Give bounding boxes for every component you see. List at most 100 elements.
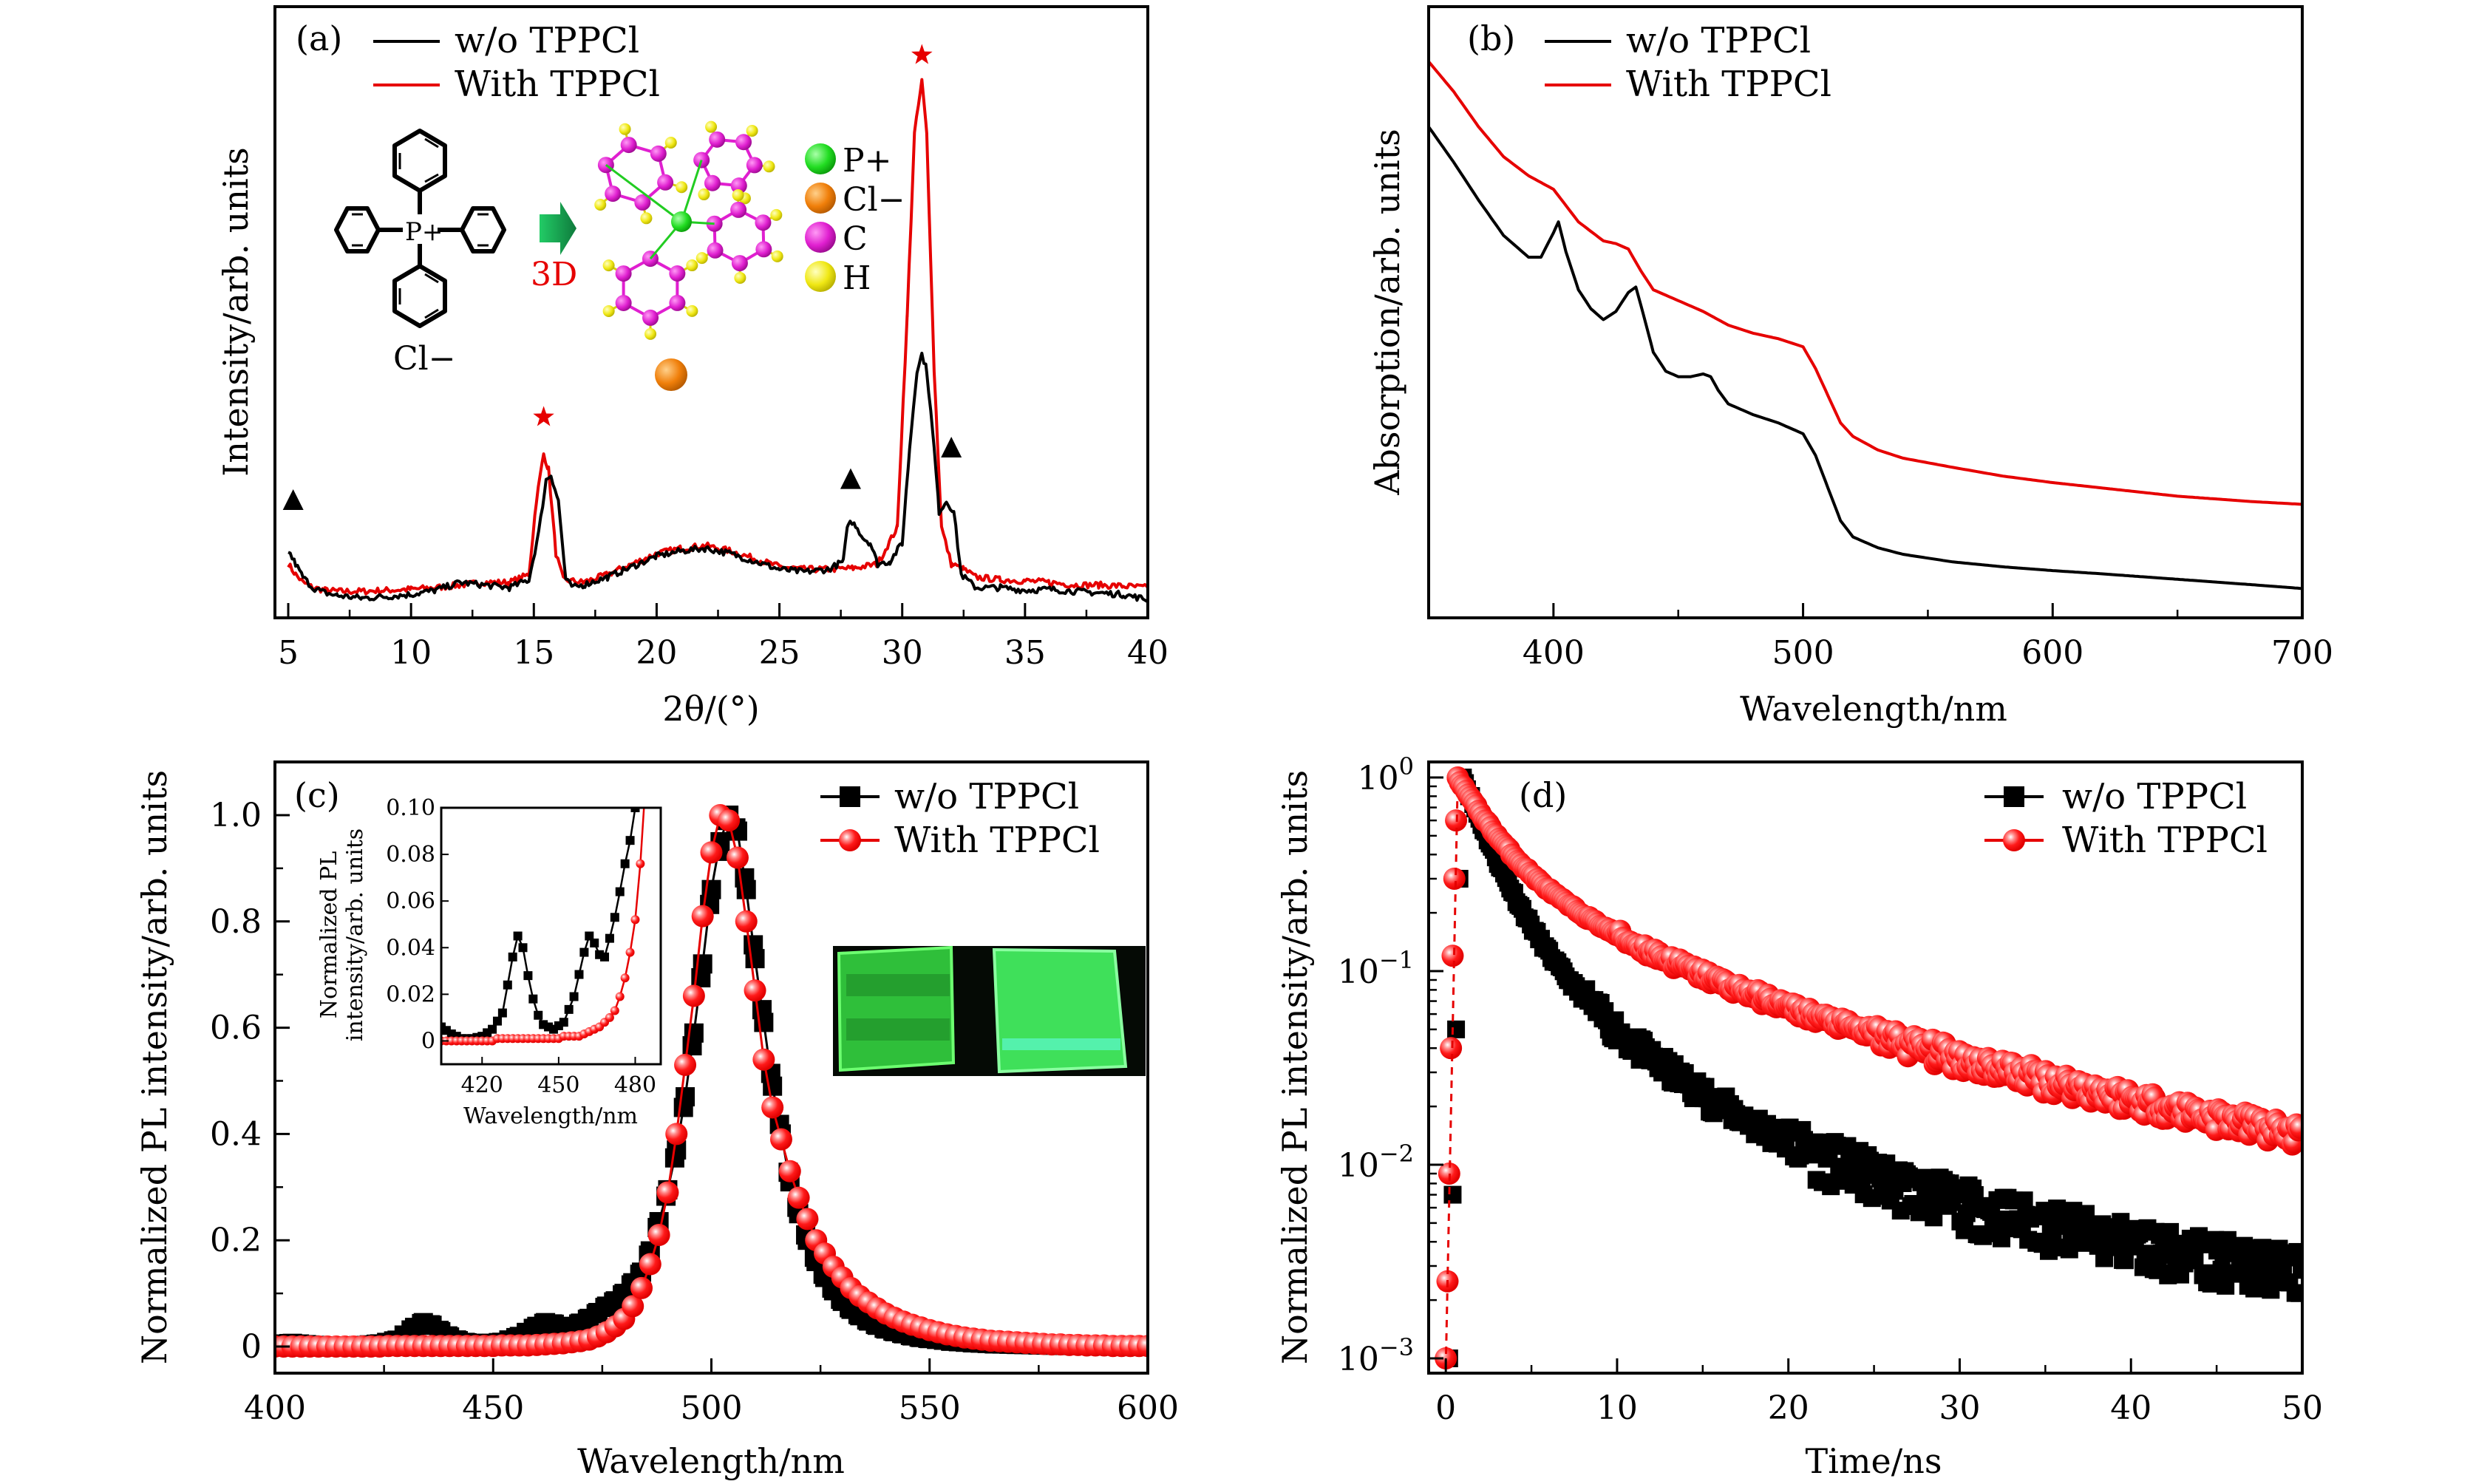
- carbon-atom: [730, 201, 747, 218]
- chloride-ion-ball: [655, 358, 687, 391]
- panel-c-inset-frame: [440, 806, 662, 1066]
- inset-x-tick-label: 450: [537, 1072, 579, 1098]
- panel-c-inset-axes: 420 450 480 0 0.02 0.04 0.06 0.08 0.10: [386, 795, 656, 1098]
- panel-c-black-marker: [736, 879, 756, 899]
- film-shadow-band: [846, 974, 950, 996]
- y-tick-label: 0.8: [210, 903, 262, 941]
- inset-black-marker: [625, 836, 635, 845]
- inset-x-tick-label: 420: [461, 1072, 503, 1098]
- carbon-atom: [707, 242, 724, 259]
- panel-d: 0 10 20 30 40 50 100 10−1 10−2 10−3 (d) w/o TPPCl…: [1275, 752, 2323, 1481]
- hydrogen-atom: [732, 189, 744, 202]
- tppcl-2d-structure: [334, 129, 506, 328]
- x-tick-label: 600: [1117, 1389, 1179, 1427]
- panel-c-inset-x-axis-title: Wavelength/nm: [463, 1103, 638, 1129]
- bond: [680, 160, 703, 222]
- hydrogen-atom: [746, 124, 758, 137]
- atom-legend-h-icon: [805, 261, 836, 292]
- film-shadow-band: [846, 1018, 950, 1041]
- carbon-atom: [615, 265, 632, 282]
- tppcl-3d-model: [594, 120, 783, 340]
- panel-d-legend-square-marker: [2004, 786, 2024, 807]
- hydrogen-atom: [771, 250, 783, 262]
- panel-c-red-marker: [622, 1295, 644, 1318]
- triangle-marker-icon: [941, 437, 962, 457]
- hydrogen-atom: [686, 304, 698, 317]
- hydrogen-atom: [705, 120, 718, 133]
- hydrogen-atom: [770, 208, 783, 221]
- carbon-atom: [620, 137, 637, 154]
- panel-d-red-marker: [1438, 1162, 1460, 1185]
- panel-c-red-marker: [796, 1208, 819, 1231]
- panel-c-label: (c): [294, 775, 340, 815]
- inset-black-marker: [559, 1018, 568, 1027]
- panel-c-red-marker: [682, 984, 705, 1007]
- x-tick-label: 15: [513, 634, 554, 672]
- y-tick-label: 0.4: [210, 1115, 262, 1153]
- panel-c-red-marker: [691, 905, 714, 928]
- y-tick-label: 10−2: [1338, 1140, 1414, 1185]
- panel-d-legend-circle-marker: [2003, 829, 2025, 851]
- hydrogen-atom: [698, 188, 710, 201]
- carbon-atom: [731, 255, 748, 272]
- panel-c-red-marker: [1137, 1335, 1148, 1358]
- panel-d-black-marker: [2288, 1242, 2302, 1261]
- panel-b-plot-area: [1429, 61, 2302, 590]
- x-tick-label: 30: [1939, 1389, 1980, 1427]
- panel-c-red-marker: [769, 1128, 792, 1151]
- panel-c-red-marker: [744, 979, 766, 1002]
- carbon-atom: [605, 186, 622, 202]
- panel-c-axes: 400 450 500 550 600 0 0.2 0.4 0.6 0.8 1.0: [210, 760, 1179, 1427]
- atom-legend-p-label: P+: [843, 142, 891, 180]
- panel-d-red-marker: [1443, 867, 1466, 890]
- atom-legend-c-label: C: [843, 220, 868, 258]
- inset-red-marker: [636, 859, 645, 868]
- inset-black-marker: [610, 913, 619, 922]
- atom-legend-h-label: H: [843, 259, 871, 297]
- hydrogen-atom: [602, 259, 615, 272]
- inset-x-tick-label: 480: [614, 1072, 656, 1098]
- inset-black-marker: [569, 992, 579, 1001]
- inset-black-marker: [651, 489, 660, 497]
- carbon-atom: [730, 177, 747, 194]
- panel-a-legend-label-red: With TPPCl: [455, 64, 660, 105]
- panel-c-red-marker: [639, 1253, 661, 1276]
- inset-red-marker: [641, 780, 650, 789]
- tppcl-structure-inset: P+ Cl− 3D P+ Cl− C H: [334, 120, 905, 391]
- inset-black-marker: [605, 933, 614, 943]
- panel-c-black-marker: [676, 1087, 695, 1107]
- panel-a-plot-area: [287, 78, 1148, 603]
- carbon-atom: [755, 214, 772, 231]
- bond: [605, 164, 682, 223]
- hydrogen-atom: [602, 304, 615, 317]
- triangle-marker-icon: [840, 468, 861, 489]
- inset-red-marker: [605, 1012, 614, 1022]
- carbon-atom: [650, 145, 667, 162]
- hydrogen-atom: [686, 259, 698, 272]
- carbon-atom: [657, 174, 674, 191]
- inset-black-marker: [513, 931, 523, 941]
- panel-b-label: (b): [1467, 18, 1515, 58]
- panel-c-frame: [273, 760, 1149, 1375]
- hydrogen-atom: [619, 123, 631, 135]
- hydrogen-atom: [695, 252, 708, 265]
- panel-c-legend-label-red: With TPPCl: [894, 820, 1100, 861]
- panel-d-frame: [1427, 760, 2304, 1375]
- carbon-atom: [704, 174, 721, 191]
- inset-red-marker: [615, 992, 625, 1001]
- carbon-atom: [709, 131, 726, 148]
- inset-red-marker: [661, 104, 670, 113]
- inset-black-marker: [534, 1010, 543, 1020]
- panel-b-series-black: [1429, 126, 2302, 590]
- panel-a-y-axis-title: Intensity/arb. units: [216, 147, 256, 477]
- inset-black-marker: [615, 887, 625, 896]
- panel-c-inset-y-axis-title-line1: Normalized PL: [316, 851, 342, 1019]
- carbon-atom: [642, 309, 659, 326]
- hydrogen-atom: [594, 199, 607, 211]
- panel-d-red-rise-line: [1444, 777, 1459, 1368]
- panel-b-series-red: [1429, 61, 2302, 506]
- inset-black-marker: [656, 349, 665, 358]
- inset-black-marker: [518, 943, 528, 953]
- inset-y-tick-label: 0.08: [386, 842, 435, 868]
- panel-c-legend: w/o TPPCl With TPPCl: [820, 776, 1100, 861]
